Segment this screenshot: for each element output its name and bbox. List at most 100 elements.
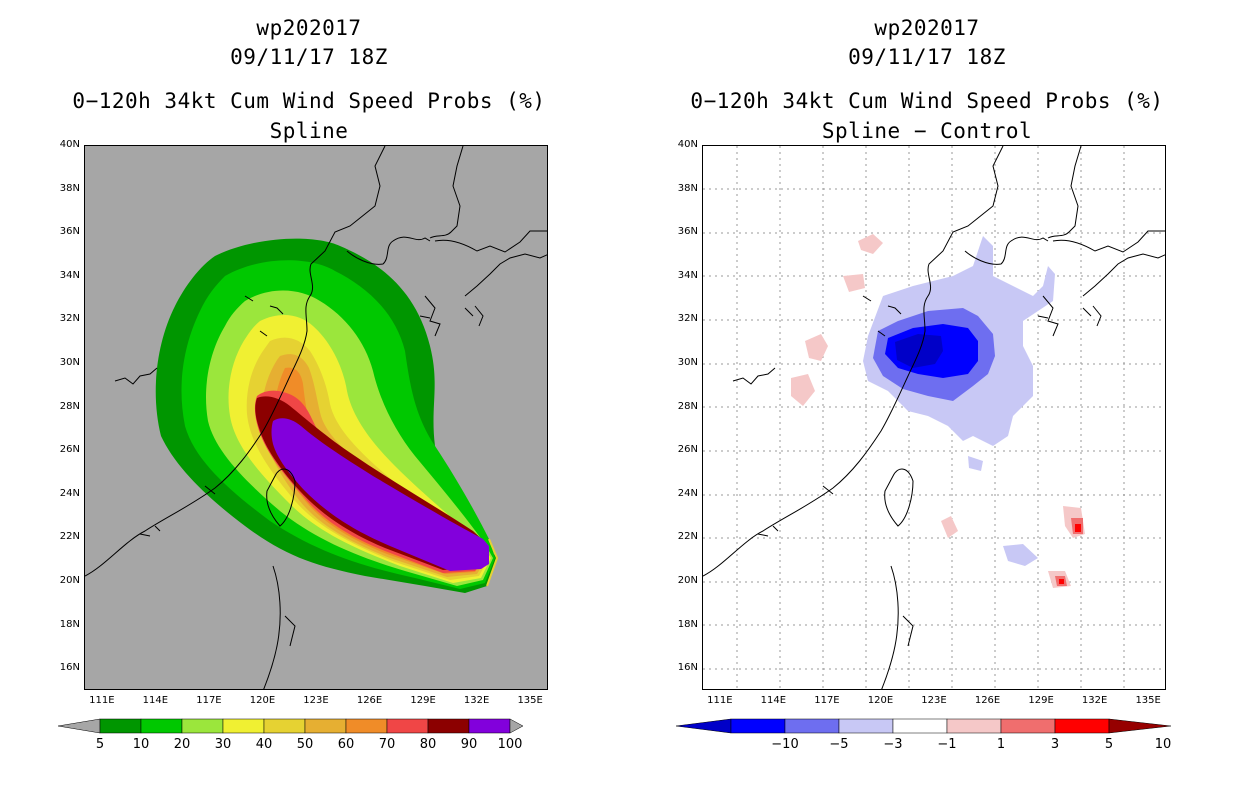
- diff-pos-5a: [1075, 524, 1081, 532]
- colorbar-cell: [892, 718, 948, 734]
- lat-tick-label: 40N: [677, 139, 698, 150]
- lon-tick-label: 111E: [707, 695, 733, 706]
- lon-tick-label: 126E: [356, 695, 383, 706]
- lat-tick-label: 38N: [677, 182, 698, 194]
- lat-tick-label: 32N: [59, 313, 80, 325]
- colorbar-cell: [1000, 718, 1056, 734]
- lat-tick-label: 30N: [677, 357, 698, 368]
- colorbar-cell: [730, 718, 786, 734]
- lon-tick-label: 114E: [142, 695, 169, 706]
- triangle-icon: [1108, 718, 1171, 734]
- lat-tick-label: 40N: [59, 139, 80, 150]
- lon-tick-label: 135E: [517, 695, 543, 706]
- lon-tick-label: 135E: [1135, 695, 1161, 706]
- lon-tick-label: 120E: [867, 695, 894, 706]
- right-colorbar-label: 10: [1154, 737, 1172, 752]
- lat-tick-label: 26N: [59, 444, 80, 456]
- lat-tick-label: 24N: [59, 487, 80, 499]
- triangle-icon: [58, 718, 101, 734]
- diff-pos-5b: [1059, 579, 1064, 584]
- colorbar-cell: [222, 718, 265, 734]
- colorbar-cell: [181, 718, 224, 734]
- right-colorbar-label: −5: [829, 737, 849, 752]
- colorbar-cell: [263, 718, 306, 734]
- colorbar-cell: [946, 718, 1002, 734]
- lon-tick-label: 126E: [974, 695, 1001, 706]
- lat-tick-label: 22N: [677, 531, 698, 543]
- lat-tick-label: 16N: [677, 662, 698, 674]
- lon-tick-label: 123E: [303, 695, 329, 706]
- lat-tick-label: 20N: [677, 575, 698, 586]
- triangle-icon: [676, 718, 732, 734]
- right-panel: wp202017 09/11/17 18Z 0−120h 34kt Cum Wi…: [618, 0, 1236, 800]
- left-colorbar-label: 80: [419, 737, 437, 752]
- lon-tick-label: 132E: [463, 695, 490, 706]
- lat-tick-label: 26N: [677, 444, 698, 456]
- lat-tick-label: 32N: [677, 313, 698, 325]
- right-colorbar: [676, 718, 1171, 734]
- gridlines: [703, 146, 1165, 689]
- coastline-layer-right: [703, 146, 1165, 689]
- right-colorbar-label: 3: [1050, 737, 1060, 752]
- right-subtitle: Spline − Control: [821, 119, 1033, 143]
- lat-tick-label: 28N: [677, 400, 698, 412]
- right-colorbar-label: 1: [996, 737, 1006, 752]
- left-colorbar-label: 50: [296, 737, 314, 752]
- diff-pos-1a: [805, 334, 828, 361]
- left-colorbar-label: 5: [95, 737, 105, 752]
- colorbar-cell: [99, 718, 142, 734]
- lon-tick-label: 129E: [410, 695, 436, 706]
- triangle-icon: [509, 718, 523, 734]
- colorbar-cell: [468, 718, 511, 734]
- diff-pos-1c: [858, 234, 883, 254]
- right-colorbar-label: −10: [771, 737, 799, 752]
- left-product-title: 0−120h 34kt Cum Wind Speed Probs (%): [72, 89, 546, 113]
- lat-tick-label: 30N: [59, 357, 80, 368]
- left-colorbar-label: 70: [378, 737, 396, 752]
- lon-tick-label: 114E: [760, 695, 787, 706]
- prob-band-100: [271, 418, 489, 571]
- left-colorbar-label: 40: [255, 737, 273, 752]
- left-storm-id: wp202017: [256, 16, 362, 40]
- left-probability-map: [84, 145, 548, 690]
- lon-tick-label: 129E: [1028, 695, 1054, 706]
- lat-tick-label: 34N: [677, 269, 698, 281]
- right-product-title: 0−120h 34kt Cum Wind Speed Probs (%): [690, 89, 1164, 113]
- lon-tick-label: 123E: [921, 695, 947, 706]
- left-subtitle: Spline: [269, 119, 349, 143]
- right-difference-map: [702, 145, 1166, 690]
- colorbar-cell: [345, 718, 388, 734]
- right-colorbar-label: −1: [937, 737, 957, 752]
- swath-edge-accent: [486, 538, 499, 587]
- diff-neg-1c: [968, 456, 983, 471]
- left-colorbar-label: 20: [173, 737, 191, 752]
- left-colorbar-label: 60: [337, 737, 355, 752]
- colorbar-cell: [784, 718, 840, 734]
- colorbar-cell: [427, 718, 470, 734]
- left-colorbar: [58, 718, 523, 734]
- lat-tick-label: 36N: [677, 226, 698, 238]
- lat-tick-label: 20N: [59, 575, 80, 586]
- diff-pos-1b: [791, 374, 815, 406]
- diff-pos-1e: [941, 516, 958, 538]
- colorbar-cell: [838, 718, 894, 734]
- right-map-canvas: [703, 146, 1165, 689]
- diff-neg-1b: [1003, 544, 1038, 566]
- lat-tick-label: 22N: [59, 531, 80, 543]
- lat-tick-label: 18N: [677, 618, 698, 630]
- lat-tick-label: 34N: [59, 269, 80, 281]
- colorbar-cell: [1054, 718, 1110, 734]
- lon-tick-label: 111E: [89, 695, 115, 706]
- left-colorbar-label: 30: [214, 737, 232, 752]
- lat-tick-label: 18N: [59, 618, 80, 630]
- lat-tick-label: 16N: [59, 662, 80, 674]
- lon-tick-label: 117E: [196, 695, 222, 706]
- right-colorbar-label: 5: [1104, 737, 1114, 752]
- lat-tick-label: 28N: [59, 400, 80, 412]
- left-colorbar-label: 100: [497, 737, 523, 752]
- left-colorbar-label: 10: [132, 737, 150, 752]
- coastline-layer: [85, 146, 547, 689]
- lon-tick-label: 132E: [1081, 695, 1108, 706]
- lon-tick-label: 120E: [249, 695, 276, 706]
- colorbar-cell: [140, 718, 183, 734]
